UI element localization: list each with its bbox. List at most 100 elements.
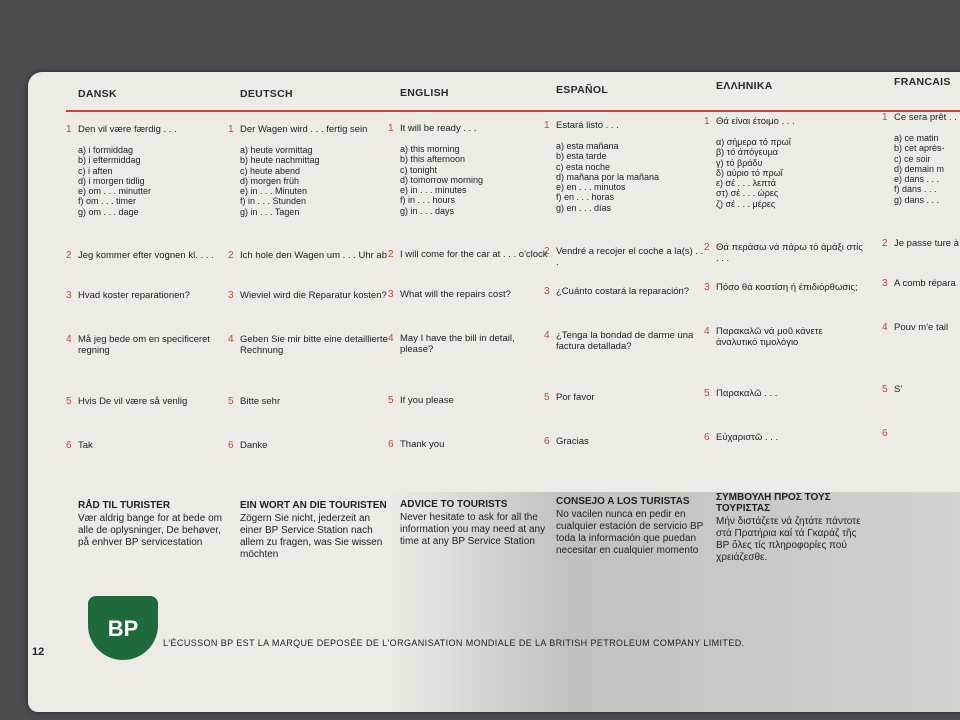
- phrase-text: It will be ready . . .: [400, 123, 477, 134]
- phrase-text: Estará listo . . .: [556, 120, 619, 131]
- option: α) σήμερα τό πρωΐ: [716, 137, 791, 147]
- phrase-text: Vendré a recojer el coche a la(s) . . .: [556, 246, 704, 268]
- advice-text: Zögern Sie nicht, jederzeit an einer BP …: [240, 513, 383, 560]
- phrase-number: 2: [66, 250, 72, 261]
- column-header: ΕΛΛΗΝΙΚΑ: [716, 80, 773, 92]
- option: g) om . . . dage: [78, 206, 139, 217]
- phrase-text: Θά περάσω νά πάρω τό άμάξι στίς . . .: [716, 242, 863, 264]
- advice-text: Never hesitate to ask for all the inform…: [400, 512, 546, 547]
- option: a) ce matin: [894, 133, 939, 143]
- phrase: 3 A comb répara: [882, 278, 960, 289]
- phrase-number: 1: [704, 116, 710, 127]
- phrase-text: Thank you: [400, 439, 445, 450]
- options: a) this morning b) this afternoon c) tonig…: [400, 144, 550, 216]
- phrase-number: 2: [228, 250, 234, 261]
- option: g) en . . . días: [556, 202, 612, 213]
- phrase-number: 5: [388, 395, 394, 406]
- column-header: DEUTSCH: [240, 88, 293, 100]
- option: f) om . . . timer: [78, 196, 137, 207]
- phrase-number: 1: [882, 112, 888, 123]
- phrase-text: Wieviel wird die Reparatur kosten?: [240, 290, 387, 301]
- phrase-number: 4: [66, 334, 72, 345]
- phrase: 2 Je passe ture à: [882, 238, 960, 249]
- phrase-number: 3: [228, 290, 234, 301]
- phrase-text: Må jeg bede om en specificeret regning: [78, 334, 211, 356]
- phrase-number: 5: [882, 384, 888, 395]
- shadow: [388, 492, 960, 712]
- phrase-number: 5: [228, 396, 234, 407]
- phrase-text: What will the repairs cost?: [400, 289, 511, 300]
- option: e) om . . . minutter: [78, 186, 152, 197]
- phrase: 1 It will be ready . . . a) this morning b)…: [388, 123, 550, 216]
- phrase-number: 6: [882, 428, 888, 439]
- phrase: 1 Θά είναι έτοιμο . . . α) σήμερα τό πρωΐ β…: [704, 116, 866, 209]
- options: a) esta mañana b) esta tarde c) esta noche…: [556, 141, 706, 213]
- phrase-text: Gracias: [556, 436, 589, 447]
- phrase-number: 1: [388, 123, 394, 134]
- phrase: 4 ¿Tenga la bondad de darme una factura d…: [544, 330, 706, 352]
- phrase: 3 What will the repairs cost?: [388, 289, 550, 300]
- phrase-text: Ce sera prêt . . .: [894, 112, 960, 123]
- language-column: DEUTSCH 1 Der Wagen wird . . . fertig sein…: [228, 72, 392, 712]
- phrase-number: 4: [228, 334, 234, 345]
- advice-title: CONSEJO A LOS TURISTAS: [556, 496, 690, 507]
- options: a) ce matin b) cet après-c) ce soir d) dem…: [894, 133, 960, 205]
- logo-shield: [88, 596, 158, 660]
- option: a) this morning: [400, 144, 460, 154]
- phrase: 3 ¿Cuánto costará la reparación?: [544, 286, 706, 297]
- phrase: 1 Den vil være færdig . . . a) i formiddag…: [66, 124, 228, 217]
- phrase: 2 Jeg kommer efter vognen kl. . . .: [66, 250, 228, 261]
- language-column: DANSK 1 Den vil være færdig . . . a) i form…: [66, 72, 230, 712]
- phrase-text: Tak: [78, 440, 93, 451]
- page-number: 12: [32, 646, 45, 658]
- option: c) i aften: [78, 165, 113, 176]
- phrase-number: 2: [882, 238, 888, 249]
- column-header: FRANCAIS: [894, 76, 951, 88]
- phrase-number: 3: [388, 289, 394, 300]
- phrase: 5 S': [882, 384, 960, 395]
- phrase-number: 1: [544, 120, 550, 131]
- advice: ΣΥΜΒΟΥΛΗ ΠΡΟΣ ΤΟΥΣ ΤΟΥΡΙΣΤΑΣ Μήν διστάζετ…: [716, 492, 868, 564]
- phrase-text: Πόσο θά κοστίση ή έπιδιόρθωσις;: [716, 282, 858, 293]
- phrase-number: 1: [66, 124, 72, 135]
- option: a) esta mañana: [556, 141, 619, 151]
- booklet-page: 12 BP L'ÉCUSSON BP EST LA MARQUE DEPOSÉE…: [28, 72, 960, 712]
- option: g) in . . . Tagen: [240, 206, 300, 217]
- advice: RÅD TIL TURISTER Vær aldrig bange for at …: [78, 500, 230, 549]
- advice: CONSEJO A LOS TURISTAS No vacilen nunca e…: [556, 496, 708, 557]
- phrase: 4 May I have the bill in detail, please?: [388, 333, 550, 355]
- option: e) dans . . .: [894, 174, 940, 185]
- language-column: ENGLISH 1 It will be ready . . . a) this mo…: [388, 72, 550, 711]
- option: c) esta noche: [556, 161, 611, 172]
- column-header: ESPAÑOL: [556, 84, 609, 96]
- trademark-note: L'ÉCUSSON BP EST LA MARQUE DEPOSÉE DE L'…: [163, 638, 745, 648]
- option: b) cet après-: [894, 143, 945, 154]
- phrase: 6 Gracias: [544, 436, 706, 447]
- option: γ) τό βράδυ: [716, 157, 763, 168]
- option: ζ) σέ . . . μέρες: [716, 198, 776, 209]
- phrase-number: 5: [544, 392, 550, 403]
- options: a) i formiddag b) i eftermiddag c) i aften…: [78, 145, 228, 217]
- phrase: 1 Ce sera prêt . . . a) ce matin b) cet apr…: [882, 112, 960, 205]
- phrase: 5 Παρακαλῶ . . .: [704, 388, 866, 399]
- advice: EIN WORT AN DIE TOURISTEN Zögern Sie nich…: [240, 500, 392, 561]
- option: β) τό άπόγευμα: [716, 147, 778, 158]
- language-column: ESPAÑOL 1 Estará listo . . . a) esta mañana…: [544, 72, 708, 708]
- advice-text: No vacilen nunca en pedir en cualquier e…: [556, 509, 704, 556]
- advice-title: EIN WORT AN DIE TOURISTEN: [240, 500, 387, 511]
- phrase-text: Παρακαλῶ νά μοῦ κάνετε άναλυτικό τιμολόγ…: [716, 326, 823, 348]
- option: δ) αύριο τό πρωΐ: [716, 167, 783, 178]
- phrase-number: 4: [544, 330, 550, 341]
- phrase: 4 Geben Sie mir bitte eine detaillierte R…: [228, 334, 390, 356]
- advice-text: Μήν διστάζετε νά ζητάτε πάντοτε στά Πρατ…: [716, 516, 861, 563]
- phrase-text: ¿Tenga la bondad de darme una factura de…: [556, 330, 694, 352]
- option: b) this afternoon: [400, 154, 466, 165]
- advice-text: Vær aldrig bange for at bede om alle de …: [78, 513, 222, 548]
- phrase-number: 6: [66, 440, 72, 451]
- header-rule: [66, 110, 960, 112]
- phrase: 4 Må jeg bede om en specificeret regning: [66, 334, 228, 356]
- phrase-number: 3: [704, 282, 710, 293]
- phrase-number: 5: [704, 388, 710, 399]
